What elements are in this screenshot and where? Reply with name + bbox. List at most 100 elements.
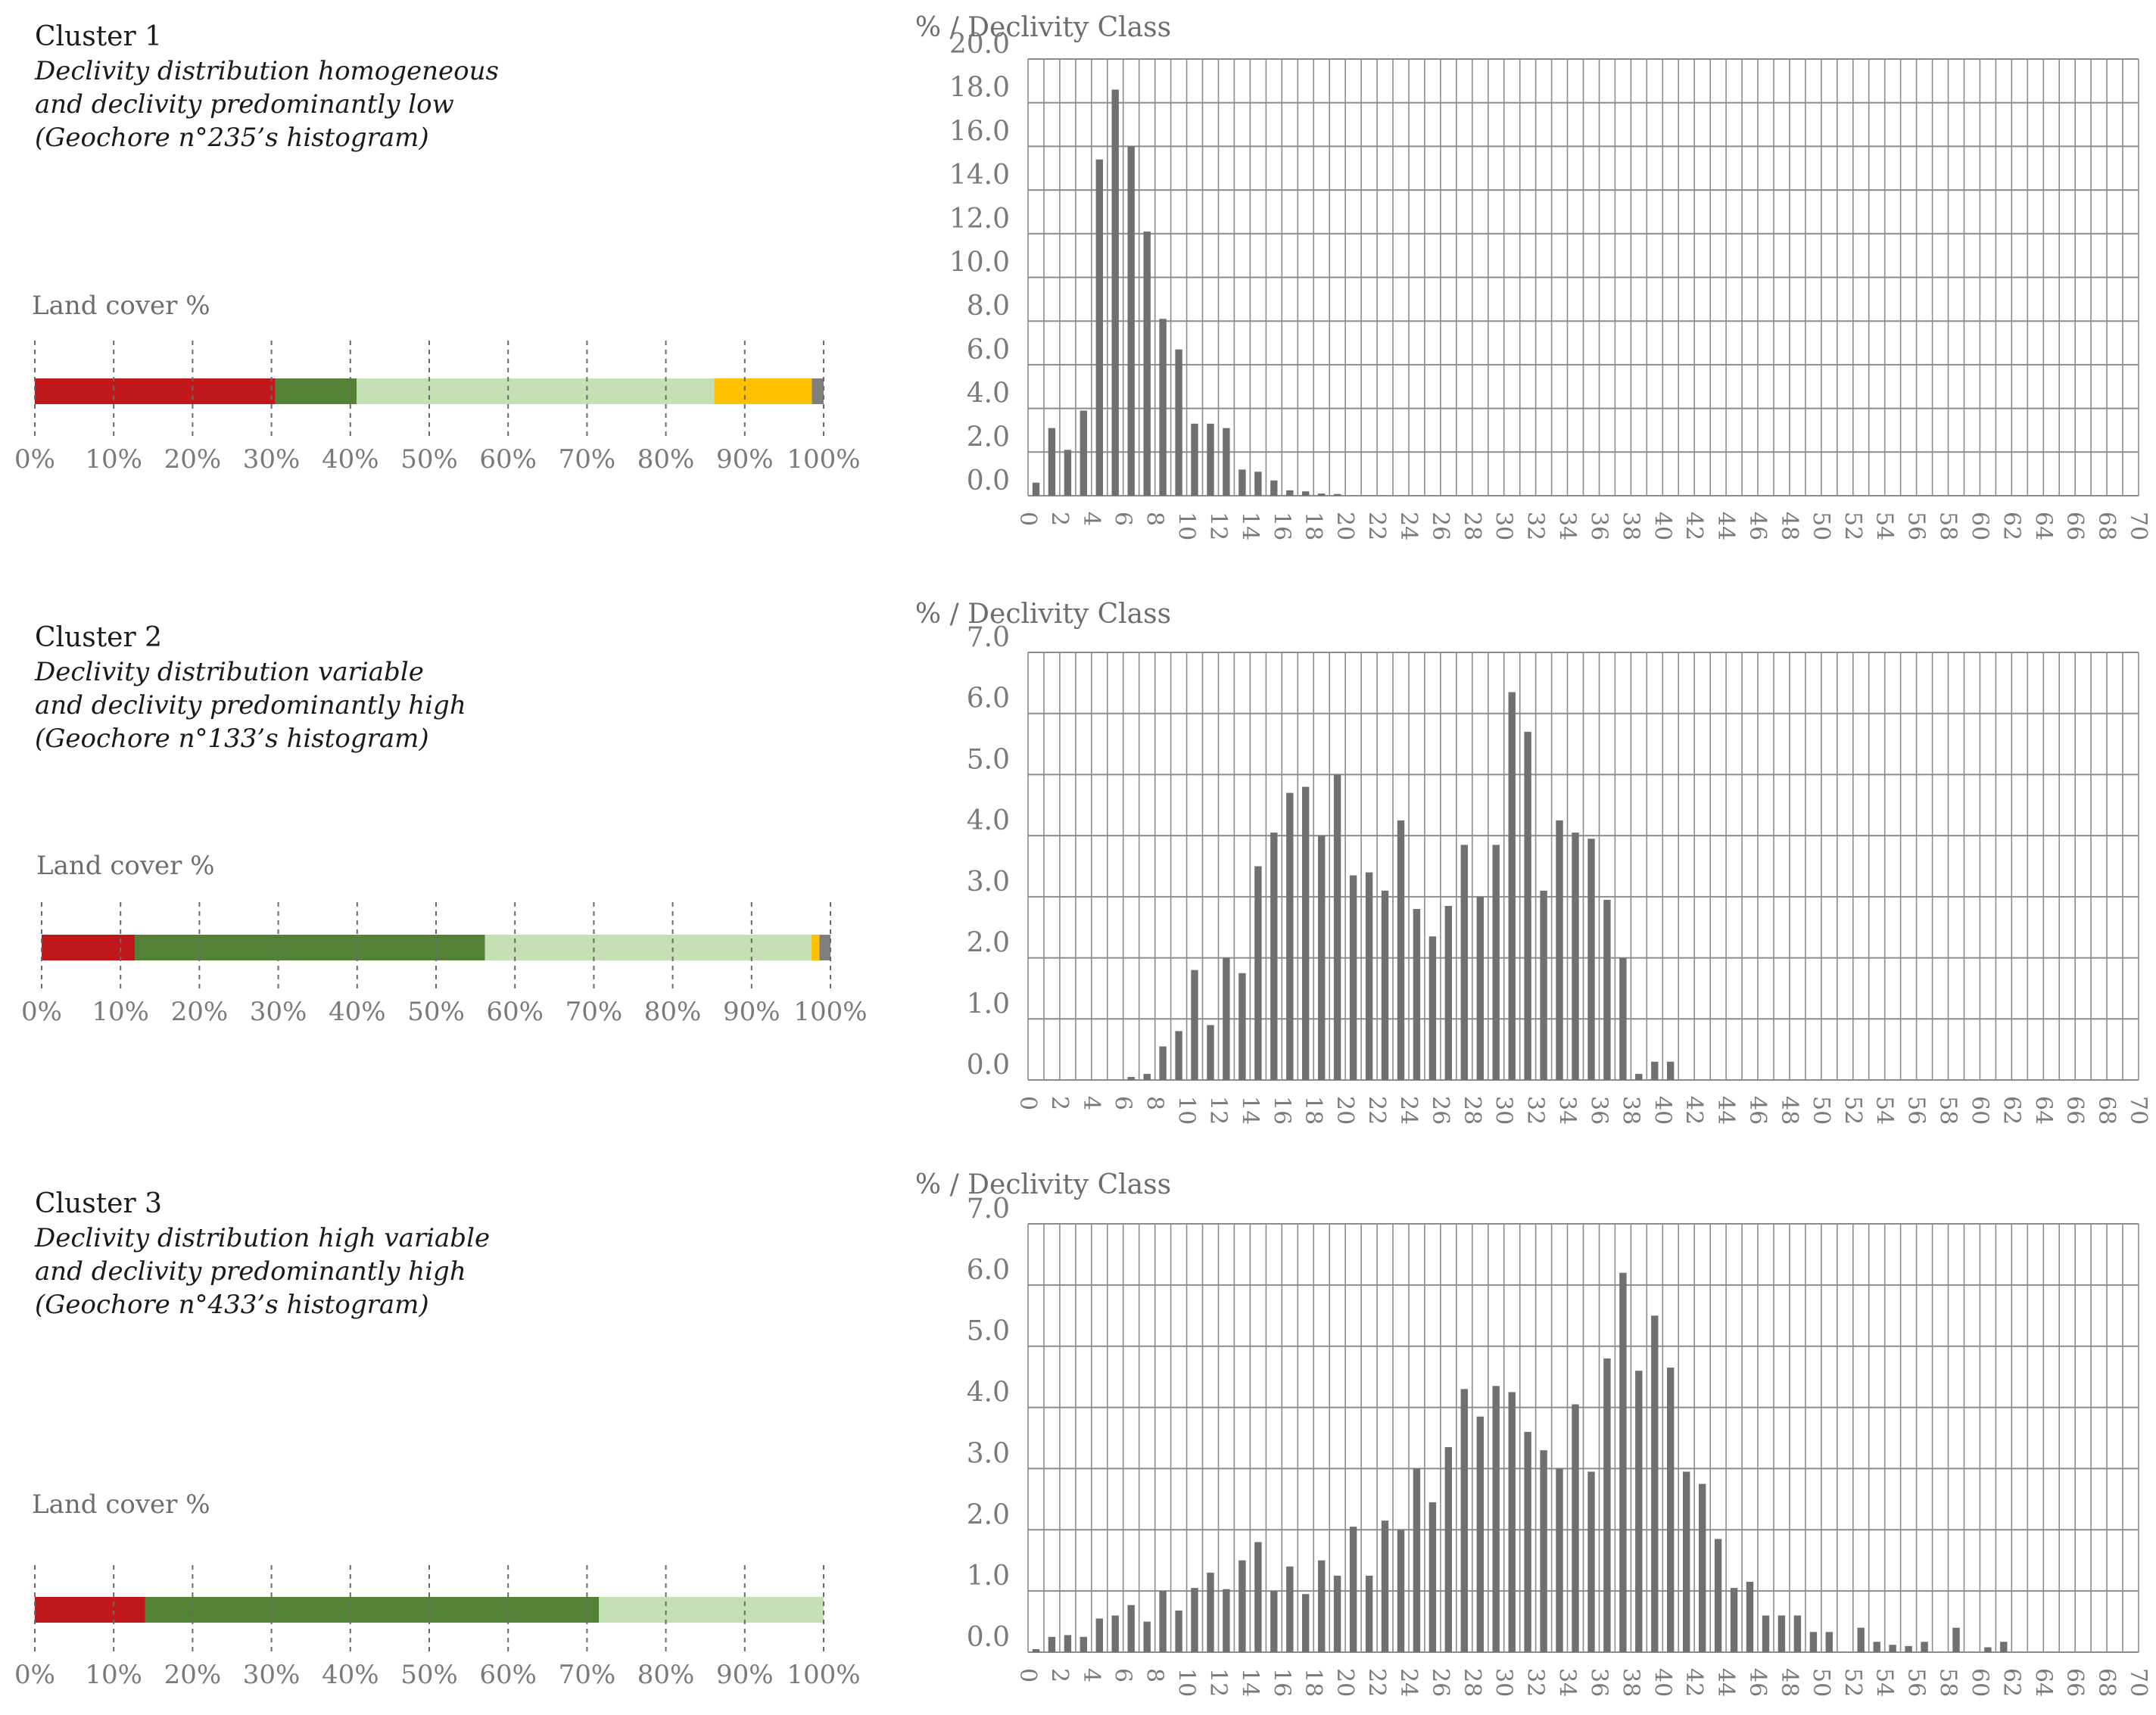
cluster-3-description-line-3: (Geochore n°433’s histogram) — [35, 1290, 429, 1320]
c1-histogram-bar — [1238, 469, 1246, 496]
c1-declivity-histogram: % / Declivity Class 0.0 2.0 4.0 6.0 8.0 10.0 12… — [915, 12, 2151, 540]
c2-histogram-ytick-label: 0.0 — [967, 1050, 1010, 1081]
c1-land-cover-tick-label: 30% — [243, 444, 301, 475]
c3-histogram-bar — [1191, 1588, 1198, 1652]
c3-histogram-ytick-label: 6.0 — [967, 1255, 1010, 1286]
c3-histogram-ytick-label: 5.0 — [967, 1316, 1010, 1347]
c2-histogram-xtick-label: 20 — [1332, 1096, 1358, 1125]
c1-histogram-xtick-label: 2 — [1046, 512, 1073, 526]
c1-land-cover-tick-label: 40% — [322, 444, 379, 475]
c2-histogram-ytick-label: 4.0 — [967, 805, 1010, 836]
c1-histogram-bar — [1318, 493, 1326, 496]
c3-histogram-bar — [1524, 1431, 1531, 1652]
c3-histogram-bar — [1254, 1542, 1262, 1652]
c3-histogram-bar — [1127, 1605, 1135, 1652]
c2-histogram-xtick-label: 8 — [1142, 1096, 1168, 1110]
c3-histogram-ytick-label: 4.0 — [967, 1377, 1010, 1408]
c1-histogram-bar — [1080, 410, 1087, 496]
c2-land-cover-tick-label: 40% — [329, 997, 386, 1027]
c3-histogram-bar — [1905, 1645, 1912, 1652]
c2-histogram-bar — [1381, 890, 1389, 1080]
c3-histogram-bar — [1032, 1649, 1040, 1652]
c1-histogram-title: % / Declivity Class — [915, 12, 1171, 43]
c2-histogram-xtick-label: 34 — [1554, 1096, 1581, 1125]
c3-histogram-xtick-label: 34 — [1554, 1668, 1581, 1697]
c2-histogram-bar — [1270, 833, 1278, 1080]
c1-land-cover-tick-label: 50% — [400, 444, 458, 475]
c2-histogram-xtick-label: 36 — [1586, 1096, 1612, 1125]
c3-histogram-xtick-label: 6 — [1110, 1668, 1136, 1682]
c2-histogram-xtick-label: 24 — [1395, 1096, 1422, 1125]
c2-land-cover-tick-label: 70% — [565, 997, 623, 1027]
c1-histogram-xtick-label: 46 — [1744, 512, 1771, 540]
c3-histogram-bar — [1683, 1471, 1690, 1652]
c1-land-cover-segment-yellow — [714, 378, 812, 404]
c3-histogram-bar — [1730, 1588, 1738, 1652]
c3-histogram-bar — [1651, 1315, 1659, 1652]
c3-histogram-xtick-label: 38 — [1617, 1668, 1643, 1697]
c3-histogram-xtick-label: 64 — [2030, 1668, 2056, 1697]
c1-histogram-bar — [1032, 482, 1040, 496]
c1-land-cover-tick-label: 10% — [85, 444, 142, 475]
c3-histogram-xtick-label: 28 — [1459, 1668, 1485, 1697]
c2-land-cover-segment-red — [42, 935, 135, 960]
c3-histogram-xtick-label: 2 — [1046, 1668, 1073, 1682]
c3-histogram-bar — [1540, 1450, 1547, 1652]
c1-land-cover-tick-label: 100% — [787, 444, 860, 475]
c2-histogram-xtick-label: 32 — [1522, 1096, 1549, 1125]
c3-histogram-xtick-label: 12 — [1205, 1668, 1232, 1697]
c1-histogram-xtick-label: 34 — [1554, 512, 1581, 540]
c1-histogram-bar — [1191, 423, 1198, 496]
c1-land-cover-tick-label: 90% — [716, 444, 774, 475]
c2-histogram-xtick-label: 18 — [1300, 1096, 1326, 1125]
c3-histogram-xtick-label: 54 — [1871, 1668, 1898, 1697]
c3-histogram-bar — [1159, 1591, 1167, 1652]
c1-histogram-xtick-label: 8 — [1142, 512, 1168, 526]
c3-histogram-bar — [1746, 1582, 1754, 1652]
c2-land-cover-tick-label: 80% — [644, 997, 702, 1027]
c2-histogram-xtick-label: 52 — [1840, 1096, 1866, 1125]
c1-histogram-xtick-label: 60 — [1966, 512, 1992, 540]
c2-histogram-xtick-label: 10 — [1173, 1096, 1200, 1125]
c2-land-cover-segment-yellow — [812, 935, 820, 960]
c3-histogram-xtick-label: 56 — [1903, 1668, 1930, 1697]
c1-histogram-xtick-label: 62 — [1998, 512, 2024, 540]
c1-histogram-xtick-label: 24 — [1395, 512, 1422, 540]
c2-land-cover-tick-label: 50% — [407, 997, 465, 1027]
c3-histogram-bar — [2000, 1642, 2008, 1652]
c1-histogram-xtick-label: 36 — [1586, 512, 1612, 540]
cluster-1-description-line-2: and declivity predominantly low — [35, 89, 454, 120]
c3-histogram-bar — [1508, 1392, 1516, 1652]
c2-land-cover-chart: 0% 10% 20% 30% 40% 50% 60% 70% 80% 90% 100% — [21, 902, 868, 1027]
c2-histogram-xtick-label: 50 — [1808, 1096, 1834, 1125]
c1-histogram-ytick-label: 4.0 — [967, 378, 1010, 409]
c3-histogram-bar — [1809, 1632, 1818, 1652]
c3-histogram-xtick-label: 16 — [1268, 1668, 1295, 1697]
c2-histogram-bar — [1540, 890, 1547, 1080]
c1-histogram-ytick-label: 18.0 — [949, 73, 1010, 104]
c2-histogram-bar — [1619, 957, 1627, 1080]
c3-histogram-bar — [1238, 1560, 1246, 1652]
c2-land-cover-segment-light-green — [484, 935, 812, 960]
c2-histogram-xtick-label: 0 — [1014, 1096, 1041, 1110]
c1-histogram-bar — [1254, 472, 1262, 496]
c1-land-cover-tick-label: 70% — [559, 444, 616, 475]
cluster-2-description-line-1: Declivity distribution variable — [35, 657, 424, 687]
c2-histogram-bar — [1508, 692, 1516, 1080]
c1-histogram-xtick-label: 64 — [2030, 512, 2056, 540]
c1-histogram-ytick-label: 14.0 — [949, 160, 1010, 191]
c3-histogram-bar — [1413, 1468, 1421, 1652]
c1-histogram-xtick-label: 44 — [1712, 512, 1739, 540]
c2-histogram-title: % / Declivity Class — [915, 599, 1171, 630]
c2-histogram-bar — [1667, 1061, 1675, 1080]
c3-histogram-bar — [1873, 1642, 1880, 1652]
c1-histogram-xtick-label: 58 — [1935, 512, 1961, 540]
c1-histogram-xtick-label: 40 — [1649, 512, 1675, 540]
c1-land-cover-tick-label: 80% — [637, 444, 695, 475]
c1-histogram-xtick-label: 12 — [1205, 512, 1232, 540]
c3-histogram-bar — [1080, 1636, 1087, 1652]
c3-land-cover-tick-label: 60% — [479, 1660, 537, 1690]
c1-histogram-xtick-label: 4 — [1078, 512, 1104, 526]
c1-land-cover-tick-label: 0% — [14, 444, 55, 475]
cluster-1-title: Cluster 1 — [35, 21, 163, 52]
